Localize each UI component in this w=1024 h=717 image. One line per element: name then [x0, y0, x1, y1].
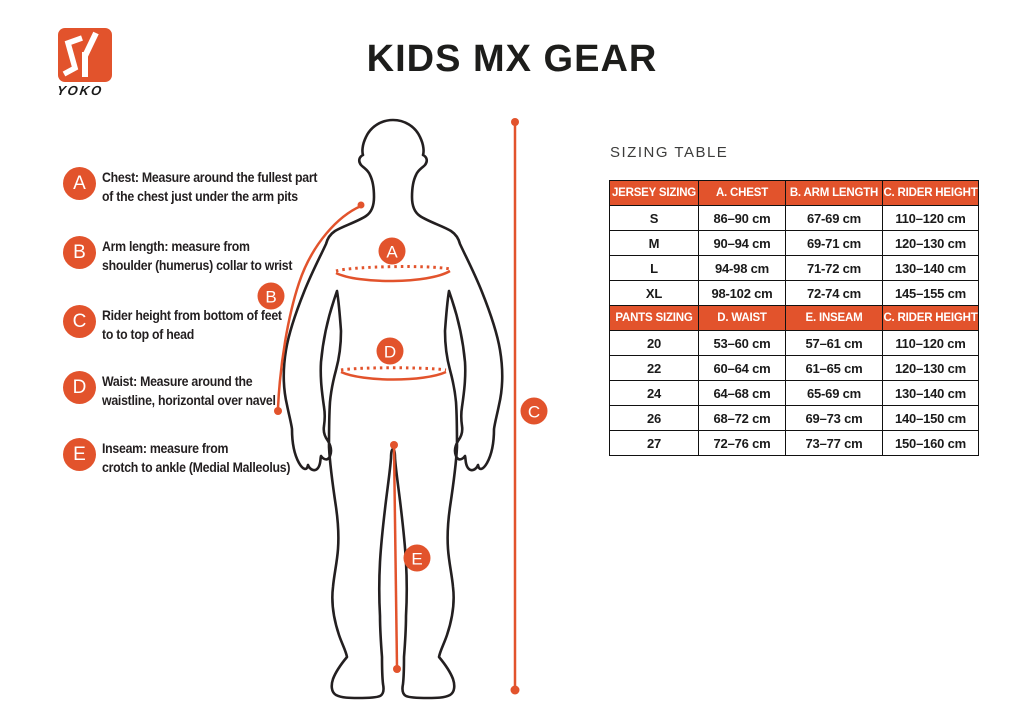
pants-sizing-header: PANTS SIZING	[609, 305, 699, 331]
diagram-marker-c: C	[520, 397, 548, 425]
svg-text:B: B	[265, 288, 276, 307]
diagram-marker-a: A	[378, 237, 406, 265]
table-row: 26 68–72 cm 69–73 cm 140–150 cm	[609, 405, 979, 431]
annotation-d-text: Waist: Measure around the waistline, hor…	[102, 373, 276, 408]
rider-height-header: C. RIDER HEIGHT	[882, 180, 979, 206]
arm-measure-line	[276, 204, 362, 409]
table-row: S 86–90 cm 67-69 cm 110–120 cm	[609, 205, 979, 231]
svg-text:C: C	[528, 403, 540, 422]
annotation-c-text: Rider height from bottom of feet to to t…	[102, 307, 282, 342]
table-row: 22 60–64 cm 61–65 cm 120–130 cm	[609, 355, 979, 381]
inseam-line-top-dot	[390, 441, 398, 449]
table-row: 24 64–68 cm 65-69 cm 130–140 cm	[609, 380, 979, 406]
table-row: L 94-98 cm 71-72 cm 130–140 cm	[609, 255, 979, 281]
inseam-header: E. INSEAM	[785, 305, 883, 331]
pants-header-row: PANTS SIZING D. WAIST E. INSEAM C. RIDER…	[609, 305, 979, 331]
annotation-waist: D Waist: Measure around the waistline, h…	[63, 371, 299, 410]
table-row: 20 53–60 cm 57–61 cm 110–120 cm	[609, 330, 979, 356]
sizing-section: SIZING TABLE JERSEY SIZING A. CHEST B. A…	[609, 144, 979, 456]
table-row: XL 98-102 cm 72-74 cm 145–155 cm	[609, 280, 979, 306]
inseam-line-bottom-dot	[393, 665, 401, 673]
diagram-marker-d: D	[376, 337, 404, 365]
annotation-a-text: Chest: Measure around the fullest part o…	[102, 169, 318, 204]
svg-text:E: E	[411, 550, 422, 569]
annotation-arm-length: B Arm length: measure from shoulder (hum…	[63, 236, 318, 275]
brand-logo: YOKO	[55, 26, 125, 98]
rider-height-header-2: C. RIDER HEIGHT	[882, 305, 979, 331]
arm-line-bottom-dot	[274, 407, 282, 415]
diagram-marker-b: B	[257, 282, 285, 310]
waist-tape-line	[340, 370, 447, 381]
height-line-bottom-dot	[510, 685, 520, 695]
chest-dotted-line	[335, 265, 451, 273]
annotation-b-badge: B	[63, 236, 96, 269]
jersey-header-row: JERSEY SIZING A. CHEST B. ARM LENGTH C. …	[609, 180, 979, 206]
sizing-table-label: SIZING TABLE	[610, 144, 729, 161]
annotation-inseam: E Inseam: measure from crotch to ankle (…	[63, 438, 316, 477]
annotation-e-text: Inseam: measure from crotch to ankle (Me…	[102, 440, 291, 475]
jersey-sizing-header: JERSEY SIZING	[609, 180, 699, 206]
table-row: M 90–94 cm 69-71 cm 120–130 cm	[609, 230, 979, 256]
arm-line-top-dot	[357, 201, 365, 209]
waist-header: D. WAIST	[698, 305, 786, 331]
body-measurement-diagram: A B C D E	[257, 118, 548, 700]
annotation-e-badge: E	[63, 438, 96, 471]
page-title: KIDS MX GEAR	[366, 38, 658, 80]
annotation-rider-height: C Rider height from bottom of feet to to…	[63, 305, 306, 344]
brand-wordmark: YOKO	[55, 83, 105, 98]
chest-header: A. CHEST	[698, 180, 786, 206]
body-outline	[282, 118, 504, 700]
waist-dotted-line	[340, 366, 447, 372]
svg-text:A: A	[386, 243, 398, 262]
sizing-table: JERSEY SIZING A. CHEST B. ARM LENGTH C. …	[609, 180, 979, 456]
annotation-c-badge: C	[63, 305, 96, 338]
table-row: 27 72–76 cm 73–77 cm 150–160 cm	[609, 430, 979, 456]
annotation-d-badge: D	[63, 371, 96, 404]
svg-text:D: D	[384, 343, 396, 362]
chest-tape-line	[335, 269, 451, 283]
height-line-top-dot	[511, 118, 519, 126]
diagram-marker-e: E	[403, 544, 431, 572]
inseam-measure-line	[392, 446, 399, 668]
yoko-logo-icon	[58, 28, 112, 82]
annotation-b-text: Arm length: measure from shoulder (humer…	[102, 238, 293, 273]
annotation-a-badge: A	[63, 167, 96, 200]
annotation-chest: A Chest: Measure around the fullest part…	[63, 167, 347, 206]
arm-length-header: B. ARM LENGTH	[785, 180, 883, 206]
